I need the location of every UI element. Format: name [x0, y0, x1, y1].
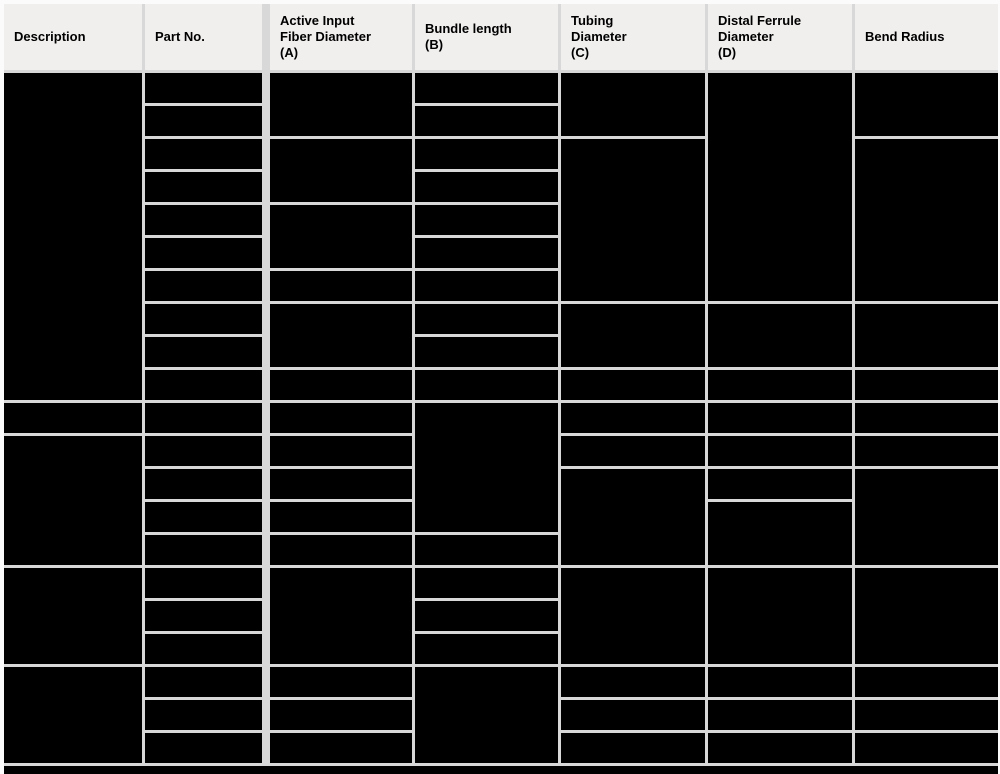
redacted-cell-distal-ferrule-diameter	[708, 403, 852, 433]
redacted-cell-part-no	[145, 469, 262, 499]
redacted-cell-description	[4, 403, 142, 433]
redacted-cell-bundle-length	[415, 304, 558, 334]
redacted-cell-active-input-fiber-diameter	[270, 73, 412, 136]
redacted-cell-active-input-fiber-diameter	[270, 469, 412, 499]
redacted-cell-bundle-length	[415, 106, 558, 136]
redacted-cell-part-no	[145, 502, 262, 532]
column-group-divider	[265, 4, 267, 763]
redacted-cell-part-no	[145, 271, 262, 301]
redacted-cell-distal-ferrule-diameter	[708, 436, 852, 466]
redacted-cell-distal-ferrule-diameter	[708, 502, 852, 565]
redacted-cell-description	[4, 436, 142, 565]
redacted-cell-bend-radius	[855, 733, 998, 763]
redacted-cell-part-no	[145, 106, 262, 136]
redacted-cell-tubing-diameter	[561, 667, 705, 697]
redacted-cell-bend-radius	[855, 73, 998, 136]
redacted-cell-distal-ferrule-diameter	[708, 469, 852, 499]
redacted-cell-bundle-length	[415, 634, 558, 664]
redacted-cell-tubing-diameter	[561, 568, 705, 664]
redacted-cell-part-no	[145, 172, 262, 202]
redacted-cell-active-input-fiber-diameter	[270, 568, 412, 664]
redacted-cell-tubing-diameter	[561, 733, 705, 763]
redacted-cell-tubing-diameter	[561, 304, 705, 367]
redacted-cell-active-input-fiber-diameter	[270, 733, 412, 763]
redacted-cell-part-no	[145, 568, 262, 598]
redacted-cell-tubing-diameter	[561, 700, 705, 730]
column-header-bundle-length: Bundle length (B)	[415, 4, 558, 70]
redacted-cell-part-no	[145, 73, 262, 103]
redacted-cell-bundle-length	[415, 403, 558, 532]
redacted-cell-distal-ferrule-diameter	[708, 304, 852, 367]
redacted-cell-description	[4, 73, 142, 400]
redacted-cell-distal-ferrule-diameter	[708, 667, 852, 697]
column-header-part-no: Part No.	[145, 4, 262, 70]
redacted-cell-description	[4, 568, 142, 664]
redacted-cell-part-no	[145, 601, 262, 631]
redacted-cell-distal-ferrule-diameter	[708, 73, 852, 301]
redacted-cell-tubing-diameter	[561, 370, 705, 400]
column-header-description: Description	[4, 4, 142, 70]
redacted-cell-tubing-diameter	[561, 469, 705, 565]
redacted-cell-bend-radius	[855, 667, 998, 697]
redacted-cell-part-no	[145, 634, 262, 664]
redacted-cell-distal-ferrule-diameter	[708, 700, 852, 730]
column-header-bend-radius: Bend Radius	[855, 4, 998, 70]
redacted-cell-bend-radius	[855, 436, 998, 466]
column-header-tubing-diameter: Tubing Diameter (C)	[561, 4, 705, 70]
redacted-cell-bend-radius	[855, 568, 998, 664]
redacted-cell-part-no	[145, 403, 262, 433]
redacted-cell-distal-ferrule-diameter	[708, 568, 852, 664]
redacted-cell-bend-radius	[855, 700, 998, 730]
column-header-active-input-fiber-diameter: Active Input Fiber Diameter (A)	[270, 4, 412, 70]
redacted-cell-part-no	[145, 304, 262, 334]
redacted-cell-part-no	[145, 436, 262, 466]
redacted-cell-bend-radius	[855, 139, 998, 301]
redacted-cell-part-no	[145, 535, 262, 565]
redacted-cell-active-input-fiber-diameter	[270, 700, 412, 730]
redacted-cell-bundle-length	[415, 337, 558, 367]
redacted-cell-active-input-fiber-diameter	[270, 403, 412, 433]
redacted-cell-tubing-diameter	[561, 436, 705, 466]
redacted-cell-distal-ferrule-diameter	[708, 733, 852, 763]
redacted-cell-part-no	[145, 139, 262, 169]
redacted-cell-part-no	[145, 238, 262, 268]
redacted-cell-active-input-fiber-diameter	[270, 271, 412, 301]
redacted-cell-part-no	[145, 370, 262, 400]
redacted-cell-bundle-length	[415, 667, 558, 763]
redacted-cell-bundle-length	[415, 73, 558, 103]
redacted-cell-active-input-fiber-diameter	[270, 370, 412, 400]
redacted-cell-bundle-length	[415, 601, 558, 631]
redacted-cell-bundle-length	[415, 271, 558, 301]
redacted-cell-bend-radius	[855, 304, 998, 367]
redacted-cell-active-input-fiber-diameter	[270, 205, 412, 268]
redacted-cell-active-input-fiber-diameter	[270, 304, 412, 367]
redacted-cell-active-input-fiber-diameter	[270, 535, 412, 565]
redacted-cell-active-input-fiber-diameter	[270, 667, 412, 697]
redacted-cell-active-input-fiber-diameter	[270, 436, 412, 466]
redacted-cell-bend-radius	[855, 403, 998, 433]
redacted-cell-part-no	[145, 205, 262, 235]
redacted-cell-part-no	[145, 733, 262, 763]
redacted-cell-active-input-fiber-diameter	[270, 502, 412, 532]
redacted-cell-bend-radius	[855, 370, 998, 400]
redacted-cell-bundle-length	[415, 205, 558, 235]
redacted-cell-bundle-length	[415, 535, 558, 565]
redacted-cell-part-no	[145, 337, 262, 367]
redacted-cell-distal-ferrule-diameter	[708, 370, 852, 400]
redacted-cell-tubing-diameter	[561, 403, 705, 433]
redacted-cell-tubing-diameter	[561, 73, 705, 136]
redacted-cell-tubing-diameter	[561, 139, 705, 301]
redacted-cell-bundle-length	[415, 139, 558, 169]
redacted-cell-part-no	[145, 667, 262, 697]
redacted-cell-active-input-fiber-diameter	[270, 139, 412, 202]
redacted-cell-part-no	[145, 700, 262, 730]
redacted-cell-bundle-length	[415, 568, 558, 598]
redacted-cell-bundle-length	[415, 370, 558, 400]
redacted-cell-description	[4, 667, 142, 763]
redacted-cell-bend-radius	[855, 469, 998, 565]
redacted-cell-bundle-length	[415, 238, 558, 268]
column-header-distal-ferrule-diameter: Distal Ferrule Diameter (D)	[708, 4, 852, 70]
spec-table: Description Part No. Active Input Fiber …	[4, 4, 998, 774]
redacted-cell-bundle-length	[415, 172, 558, 202]
